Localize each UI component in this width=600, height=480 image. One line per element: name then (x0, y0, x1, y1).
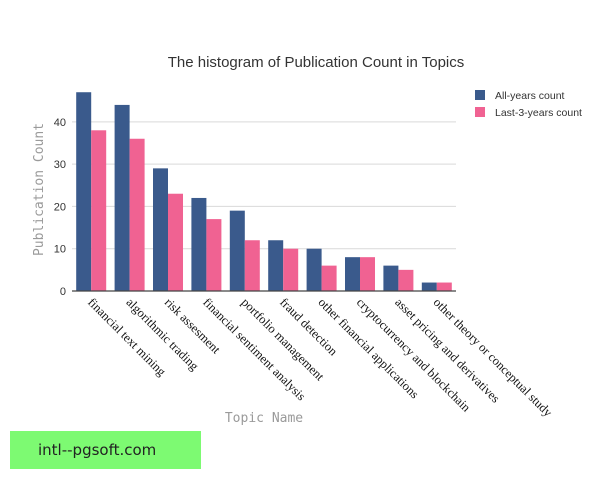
bar-last-3-years (321, 265, 337, 291)
bar-last-3-years (244, 240, 260, 291)
bar-all-years (268, 240, 284, 291)
bar-last-3-years (283, 248, 299, 291)
y-tick-label: 30 (54, 159, 66, 171)
bar-last-3-years (91, 130, 107, 291)
legend-label-last-3-years: Last-3-years count (495, 107, 582, 119)
bar-last-3-years (129, 138, 145, 291)
y-tick-label: 0 (60, 286, 66, 298)
bar-all-years (229, 210, 245, 291)
watermark-badge: intl--pgsoft.com (10, 431, 201, 469)
bar-all-years (383, 265, 399, 291)
watermark-text: intl--pgsoft.com (38, 441, 157, 459)
y-tick-label: 20 (54, 201, 66, 213)
bar-all-years (345, 257, 360, 291)
bar-last-3-years (168, 193, 183, 291)
bar-last-3-years (436, 282, 452, 291)
y-tick-label: 10 (54, 244, 66, 256)
chart-title: The histogram of Publication Count in To… (168, 54, 465, 71)
bar-last-3-years (398, 269, 414, 291)
y-tick-label: 40 (54, 117, 66, 129)
bar-all-years (421, 282, 437, 291)
bar-all-years (191, 197, 207, 291)
bar-all-years (153, 168, 168, 291)
legend-label-all-years: All-years count (495, 90, 565, 102)
y-axis-title: Publication Count (32, 123, 47, 256)
bar-all-years (306, 248, 322, 291)
bar-last-3-years (360, 257, 375, 291)
bar-all-years (76, 92, 92, 292)
legend-swatch-all-years (475, 90, 485, 100)
bar-last-3-years (206, 219, 222, 291)
bar-all-years (114, 104, 130, 292)
x-axis-title: Topic Name (225, 411, 303, 426)
legend-swatch-last-3-years (475, 107, 485, 117)
